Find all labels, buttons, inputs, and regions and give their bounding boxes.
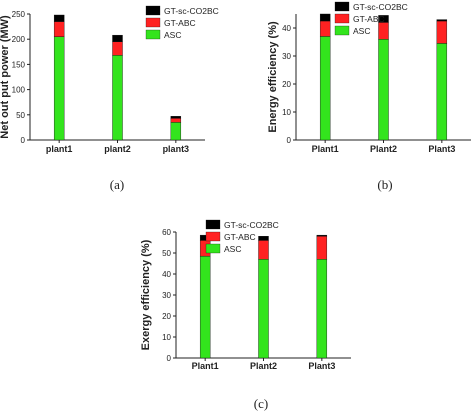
bar-segment-gt-abc-plant1 [53, 21, 65, 37]
y-tick-label: 60 [162, 228, 171, 237]
bar-segment-asc-plant1 [199, 255, 211, 359]
bar-segment-asc-plant2 [112, 55, 123, 141]
y-tick-label: 250 [12, 10, 26, 19]
legend-label-asc: ASC [353, 26, 370, 36]
legend-swatch-gt-sc-co2bc [145, 5, 161, 16]
bar-segment-asc-plant2 [378, 39, 389, 141]
x-tick-label: Plant2 [370, 144, 397, 154]
y-tick-label: 100 [12, 86, 26, 95]
bar-segment-gt-sc-co2bc-plant3 [170, 116, 182, 119]
y-axis-title: Net out put power (MW) [0, 15, 11, 139]
x-tick-label: Plant1 [312, 144, 339, 154]
x-tick-label: Plant2 [250, 361, 277, 371]
x-tick-label: plant1 [46, 144, 73, 154]
panel-label: (b) [377, 177, 392, 192]
x-tick-label: Plant3 [308, 361, 335, 371]
bar-segment-gt-abc-plant3 [436, 20, 448, 44]
y-tick-label: 10 [162, 333, 171, 342]
bar-segment-gt-abc-plant2 [378, 22, 389, 40]
y-tick-label: 40 [282, 24, 291, 33]
legend-label-gt-abc: GT-ABC [164, 18, 196, 28]
legend: GT-sc-CO2BC GT-ABC ASC [205, 219, 279, 254]
legend-label-gt-abc: GT-ABC [353, 14, 385, 24]
bar-segment-gt-sc-co2bc-plant2 [378, 15, 389, 23]
x-tick-label: Plant3 [428, 144, 455, 154]
bar-segment-gt-abc-plant2 [258, 240, 269, 260]
legend-label-asc: ASC [224, 244, 241, 254]
y-tick-label: 0 [21, 136, 26, 145]
bar-segment-asc-plant3 [436, 43, 448, 141]
y-tick-label: 150 [12, 60, 26, 69]
legend-swatch-gt-sc-co2bc [334, 1, 350, 12]
y-tick-label: 50 [16, 111, 25, 120]
bar-segment-gt-abc-plant2 [112, 41, 123, 56]
bar-segment-gt-abc-plant1 [319, 20, 331, 37]
bar-segment-asc-plant3 [316, 259, 328, 359]
legend-swatch-gt-sc-co2bc [205, 219, 221, 230]
bar-segment-asc-plant1 [53, 36, 65, 141]
y-tick-label: 30 [282, 52, 291, 61]
bar-segment-asc-plant1 [319, 36, 331, 141]
legend: GT-sc-CO2BC GT-ABC ASC [334, 1, 408, 36]
bar-segment-gt-sc-co2bc-plant1 [319, 13, 331, 22]
x-tick-label: Plant1 [192, 361, 219, 371]
y-tick-label: 40 [162, 270, 171, 279]
y-tick-label: 10 [282, 108, 291, 117]
x-tick-label: plant3 [163, 144, 190, 154]
bar-segment-gt-sc-co2bc-plant2 [258, 235, 269, 241]
bar-segment-gt-sc-co2bc-plant2 [112, 34, 123, 42]
y-tick-label: 50 [162, 249, 171, 258]
y-tick-label: 200 [12, 35, 26, 44]
y-axis-title: Exergy efficiency (%) [140, 239, 152, 350]
bar-segment-gt-sc-co2bc-plant3 [316, 234, 328, 237]
legend-swatch-asc [205, 243, 221, 254]
bar-segment-gt-abc-plant3 [316, 235, 328, 260]
bar-segment-gt-sc-co2bc-plant1 [53, 14, 65, 22]
legend-label-gt-sc-co2bc: GT-sc-CO2BC [224, 220, 279, 230]
bar-segment-asc-plant3 [170, 122, 182, 141]
y-tick-label: 30 [162, 291, 171, 300]
legend-swatch-asc [334, 25, 350, 36]
bar-segment-gt-sc-co2bc-plant3 [436, 19, 448, 22]
legend-label-gt-sc-co2bc: GT-sc-CO2BC [164, 6, 219, 16]
bar-segment-gt-abc-plant3 [170, 118, 182, 123]
legend-swatch-asc [145, 29, 161, 40]
y-tick-label: 0 [287, 136, 292, 145]
legend-label-asc: ASC [164, 30, 181, 40]
panel-label: (a) [110, 177, 124, 192]
legend-swatch-gt-abc [145, 17, 161, 28]
legend-swatch-gt-abc [334, 13, 350, 24]
y-axis-title: Energy efficiency (%) [267, 21, 279, 133]
legend-label-gt-abc: GT-ABC [224, 232, 256, 242]
legend-label-gt-sc-co2bc: GT-sc-CO2BC [353, 2, 408, 12]
x-tick-label: plant2 [104, 144, 131, 154]
chart-panel-3: 0 10 20 30 40 50 60 Exergy efficiency (%) Plant1… [140, 219, 351, 411]
y-tick-label: 20 [162, 312, 171, 321]
bar-segment-asc-plant2 [258, 259, 269, 359]
y-tick-label: 20 [282, 80, 291, 89]
legend-swatch-gt-abc [205, 231, 221, 242]
legend: GT-sc-CO2BC GT-ABC ASC [145, 5, 219, 40]
y-tick-label: 0 [167, 354, 172, 363]
panel-label: (c) [254, 396, 268, 411]
